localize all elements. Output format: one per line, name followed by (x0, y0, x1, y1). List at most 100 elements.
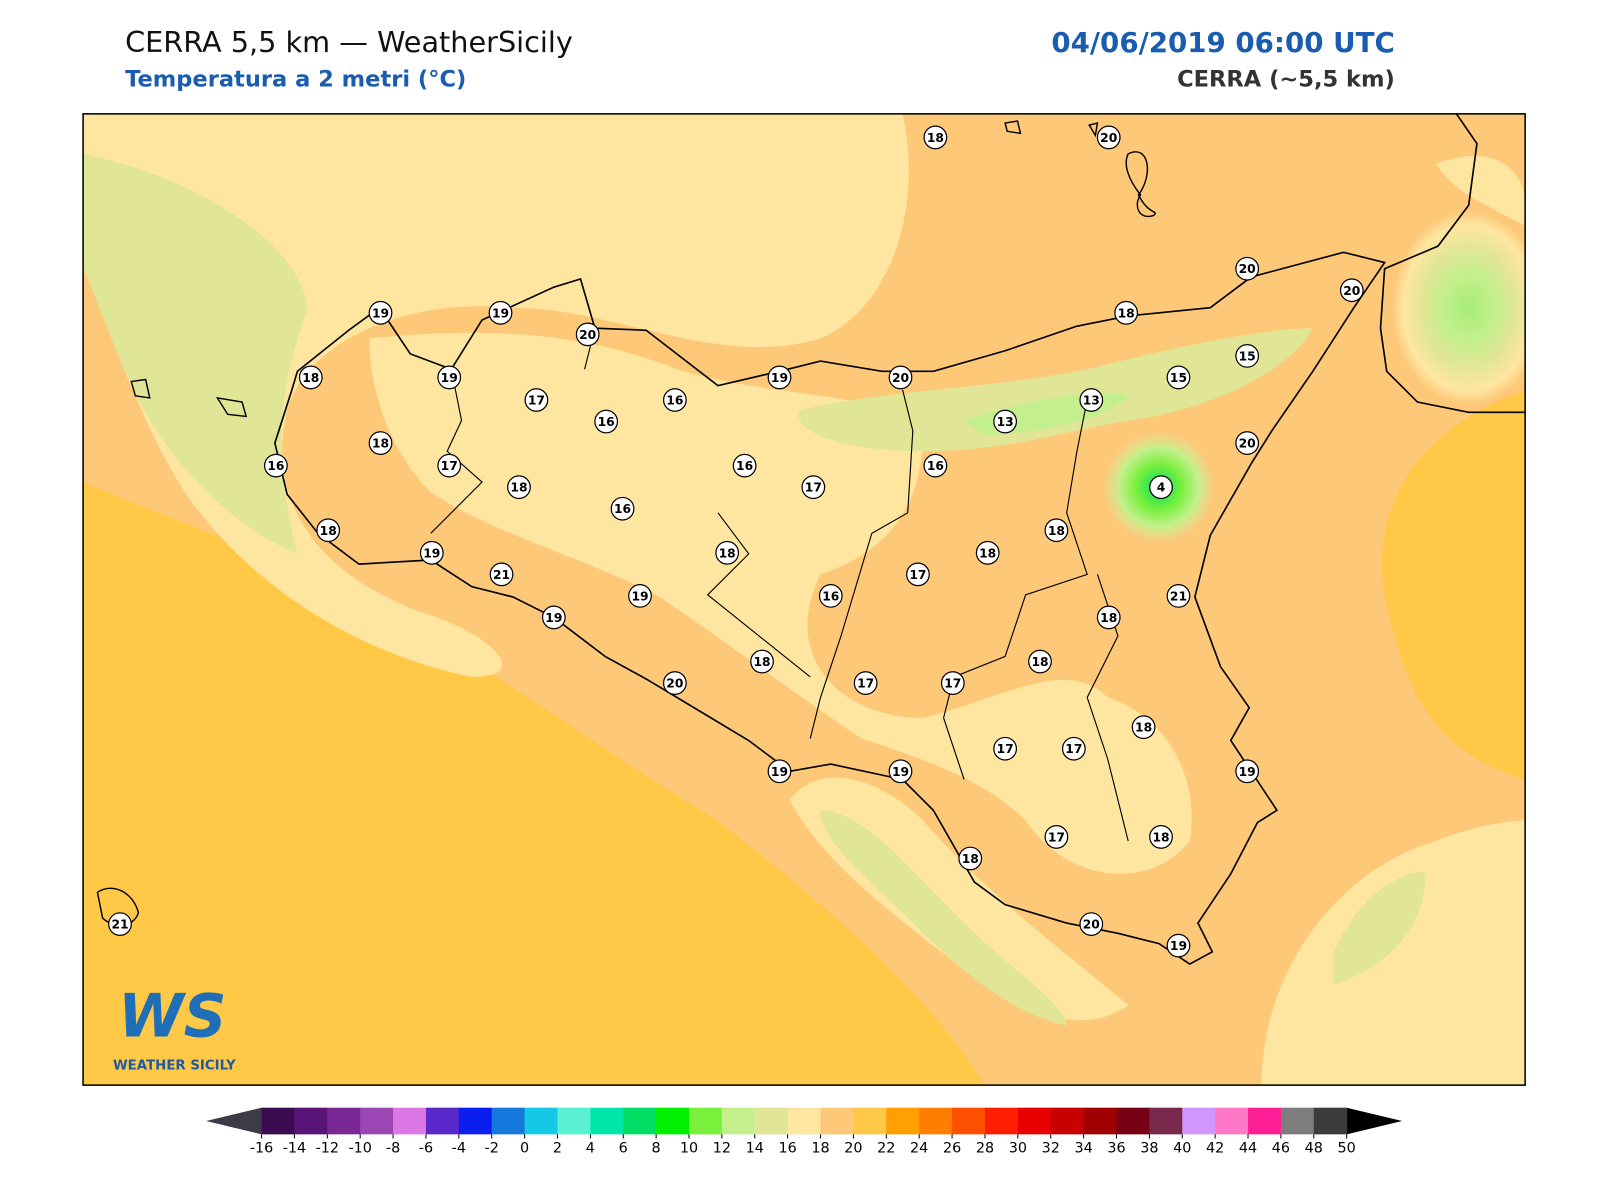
station-marker (853, 671, 878, 695)
station-marker (1079, 388, 1104, 412)
station-marker (767, 365, 792, 390)
colorbar-tick-label: 42 (1206, 1141, 1224, 1157)
station-marker (993, 409, 1018, 434)
islands (96, 120, 1156, 926)
station-marker (575, 322, 600, 347)
station-marker (732, 453, 757, 478)
colorbar-segment (1182, 1107, 1216, 1135)
station-marker (923, 125, 948, 150)
colorbar-segment (294, 1107, 328, 1135)
colorbar-segment (1215, 1107, 1249, 1135)
station-value: 15 (1239, 349, 1256, 363)
colorbar-segment (754, 1107, 789, 1135)
colorbar-segment (524, 1107, 558, 1135)
colorbar-segment (1017, 1107, 1052, 1135)
station-value: 18 (1118, 306, 1135, 320)
colorbar-tick-label: -6 (419, 1141, 433, 1157)
colorbar-segment (853, 1107, 887, 1135)
station-marker (419, 540, 444, 565)
colorbar-extend-high (1346, 1107, 1403, 1135)
station-value: 18 (1100, 611, 1117, 625)
colorbar-segment (360, 1107, 394, 1135)
colorbar-tick-label: 26 (943, 1141, 961, 1157)
station-marker (108, 912, 132, 936)
station-value: 17 (857, 677, 874, 691)
station-value: 17 (805, 481, 822, 495)
colorbar-segment (1280, 1107, 1315, 1135)
station-value: 18 (979, 546, 996, 560)
colorbar-tick-label: -14 (283, 1141, 306, 1157)
colorbar-tick-label: -10 (348, 1141, 371, 1157)
colorbar-tick-label: 38 (1140, 1141, 1158, 1157)
station-value: 18 (372, 437, 389, 451)
station-value: 21 (111, 918, 128, 932)
station-marker (1149, 475, 1173, 500)
station-marker (1149, 825, 1173, 849)
station-marker (1235, 343, 1260, 368)
colorbar-tick-label: -12 (316, 1141, 339, 1157)
station-marker (1166, 365, 1191, 390)
station-marker (923, 453, 948, 478)
station-marker (1114, 300, 1139, 325)
station-value: 17 (441, 459, 458, 473)
colorbar-tick-label: 32 (1042, 1141, 1060, 1157)
colorbar-segment (656, 1107, 690, 1135)
colorbar-tick-label: 16 (779, 1141, 797, 1157)
station-marker (1131, 715, 1156, 740)
colorbar-tick-label: -2 (485, 1141, 499, 1157)
station-value: 18 (1048, 524, 1065, 538)
station-value: 19 (372, 306, 389, 320)
station-value: 15 (1170, 371, 1187, 385)
station-value: 20 (1343, 284, 1360, 298)
colorbar-tick-label: -4 (452, 1141, 466, 1157)
coastline (274, 251, 1386, 966)
station-value: 20 (1239, 262, 1256, 276)
station-value: 19 (492, 306, 509, 320)
colorbar-segment (1116, 1107, 1150, 1135)
station-marker (1044, 825, 1069, 849)
logo-name: WEATHER SICILY (113, 1059, 236, 1074)
station-value: 19 (631, 589, 648, 603)
station-value: 13 (1083, 394, 1100, 408)
station-value: 17 (909, 568, 926, 582)
station-marker (1061, 736, 1086, 761)
colorbar-segment (491, 1107, 526, 1135)
colorbar-segment (1149, 1107, 1183, 1135)
station-marker (628, 583, 652, 608)
colorbar-segment (1313, 1107, 1348, 1135)
calabria-coast (1379, 113, 1526, 414)
station-marker (437, 365, 462, 390)
station-marker (507, 475, 531, 500)
station-value: 18 (510, 481, 527, 495)
station-marker (801, 475, 826, 500)
station-marker (316, 518, 341, 543)
colorbar-segment (984, 1107, 1019, 1135)
station-value: 16 (666, 394, 683, 408)
station-marker (437, 453, 462, 478)
station-value: 19 (423, 546, 440, 560)
stations: 18 20 20 20 19 19 20 18 15 18 19 19 20 15 17 16 13 16 13 18… (108, 125, 1364, 958)
station-marker (1028, 649, 1052, 674)
station-marker (888, 759, 913, 784)
colorbar-tick-label: 6 (619, 1141, 628, 1157)
colorbar-tick-label: 50 (1338, 1141, 1356, 1157)
colorbar-tick-label: 30 (1009, 1141, 1027, 1157)
model-label: CERRA (~5,5 km) (1177, 67, 1395, 93)
colorbar-segment (458, 1107, 493, 1135)
colorbar-tick-label: 34 (1074, 1141, 1092, 1157)
station-marker (662, 388, 687, 412)
station-marker (541, 605, 566, 630)
colorbar-tick-label: 22 (877, 1141, 895, 1157)
station-value: 18 (302, 371, 319, 385)
colorbar-segment (590, 1107, 624, 1135)
station-marker (368, 300, 393, 325)
colorbar-segment (393, 1107, 427, 1135)
station-value: 20 (666, 677, 683, 691)
station-value: 16 (267, 459, 284, 473)
colorbar-tick-label: -8 (386, 1141, 400, 1157)
station-value: 19 (771, 765, 788, 779)
station-value: 18 (1152, 830, 1169, 844)
colorbar-tick-label: 8 (652, 1141, 661, 1157)
station-value: 20 (579, 328, 596, 342)
